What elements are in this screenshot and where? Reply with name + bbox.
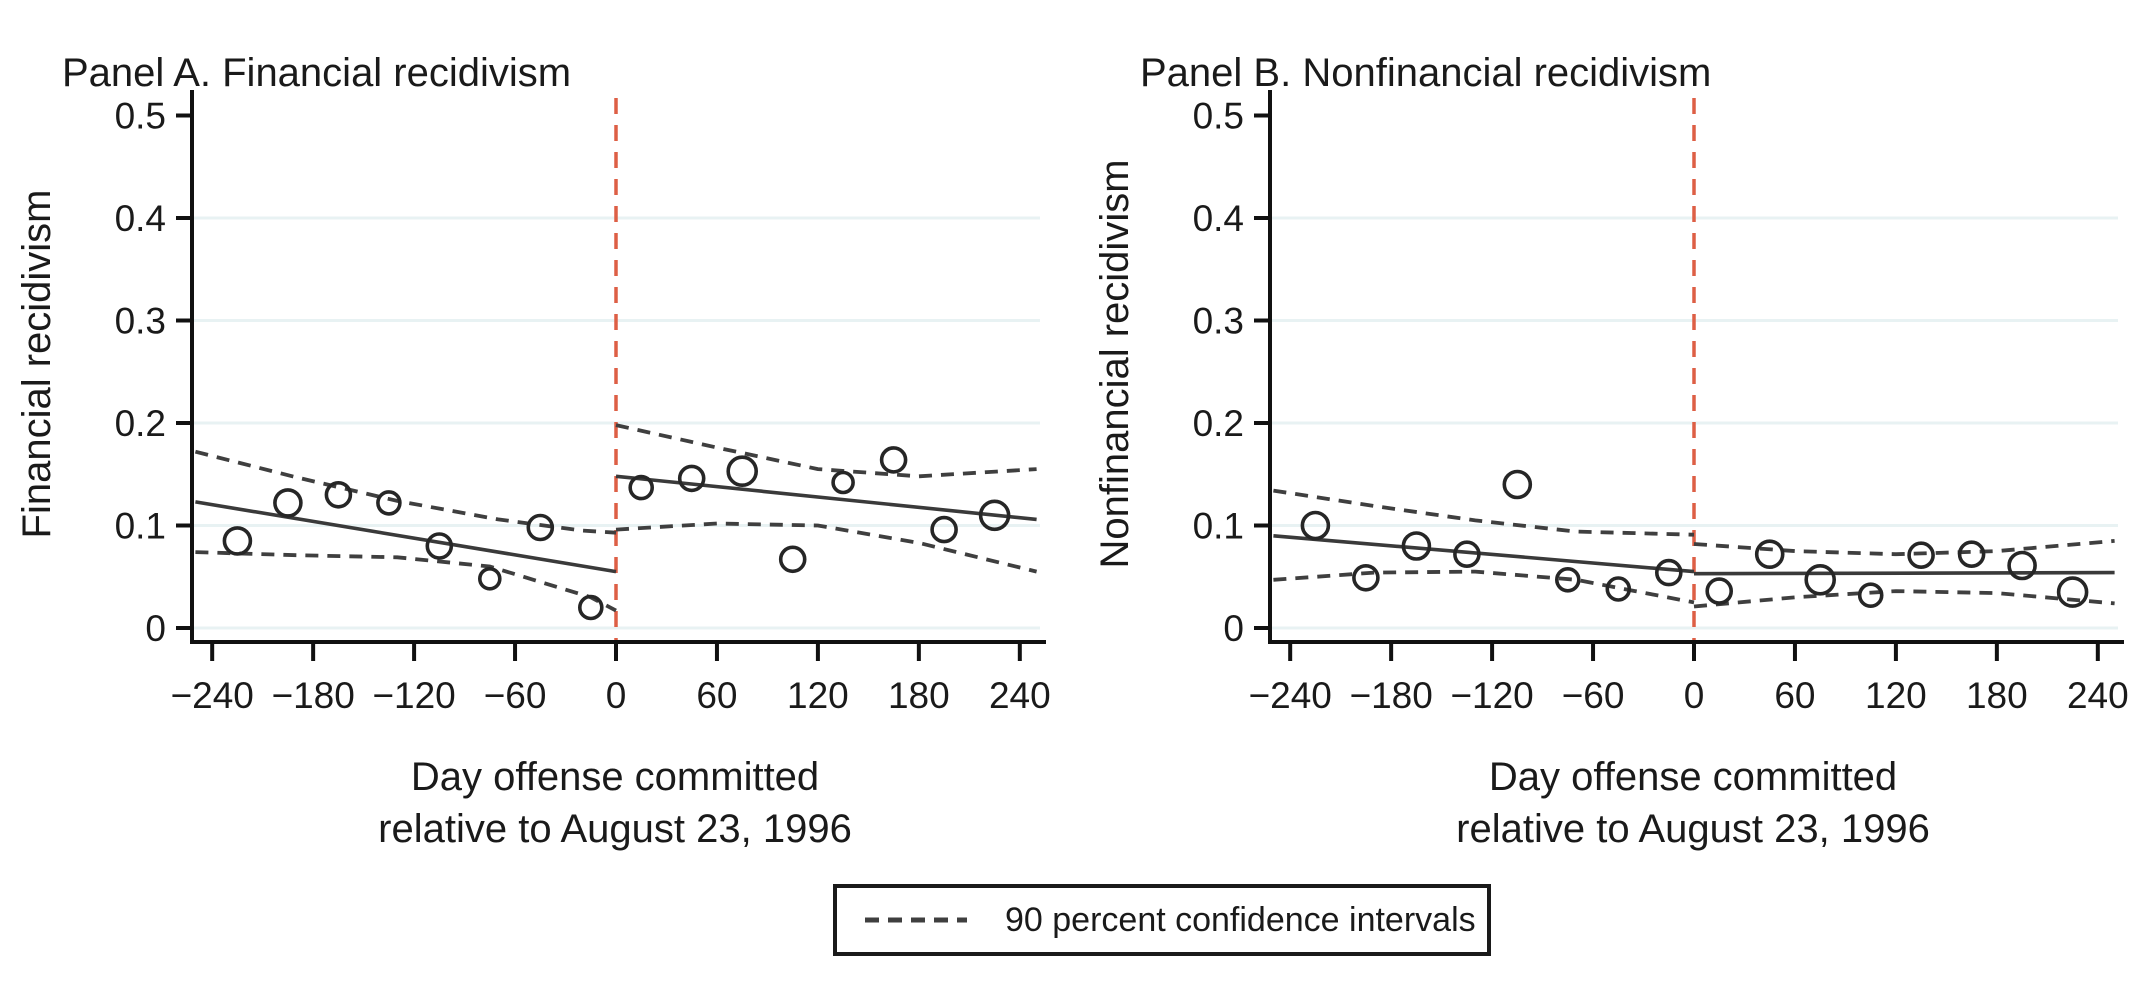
panel-a-x-axis-label-line1: Day offense committed [411, 755, 819, 799]
panel-b-chart: Panel B. Nonfinancial recidivism Nonfina… [1093, 51, 2129, 851]
y-tick-label: 0.1 [1193, 506, 1244, 547]
scatter-point [577, 594, 604, 621]
x-tick-label: −120 [372, 675, 455, 716]
y-tick-label: 0 [145, 608, 166, 649]
scatter-point [2056, 576, 2089, 608]
ci-lower-left-line [1273, 569, 1695, 605]
x-tick-label: 240 [989, 675, 1051, 716]
scatter-point [1605, 576, 1632, 602]
y-tick-label: 0.4 [1193, 198, 1244, 239]
scatter-point [726, 455, 759, 488]
legend-label: 90 percent confidence intervals [1005, 900, 1476, 939]
panel-b-plot-area: 0 0.1 0.2 0.3 0.4 0.5 −240 −180 −120 −60 0 60 120 180… [1193, 90, 2129, 716]
fit-line-left [1273, 534, 1695, 574]
x-tick-label: 180 [1966, 675, 2028, 716]
scatter-point [273, 488, 303, 518]
x-tick-label: −120 [1450, 675, 1533, 716]
scatter-point [1857, 582, 1884, 609]
panel-b-x-axis-label-line2: relative to August 23, 1996 [1456, 807, 1930, 851]
scatter-point [930, 515, 958, 544]
scatter-point [1401, 531, 1432, 561]
x-tick-label: 60 [696, 675, 737, 716]
y-tick-label: 0.3 [115, 301, 166, 342]
y-tick-label: 0.2 [115, 403, 166, 444]
scatter-point [978, 499, 1011, 532]
y-tick-label: 0.3 [1193, 301, 1244, 342]
x-tick-label: 0 [606, 675, 627, 716]
y-tick-label: 0.1 [115, 506, 166, 547]
scatter-point [1554, 566, 1581, 593]
y-tick-label: 0.2 [1193, 403, 1244, 444]
scatter-point [1300, 510, 1331, 541]
x-tick-label: −60 [484, 675, 547, 716]
y-tick-label: 0.4 [115, 198, 166, 239]
panel-a-chart: Panel A. Financial recidivism Financial … [15, 51, 1051, 851]
scatter-point [1453, 540, 1481, 569]
y-tick-label: 0.5 [115, 96, 166, 137]
scatter-point [831, 470, 855, 495]
legend-box: 90 percent confidence intervals [833, 884, 1491, 956]
scatter-point [1502, 469, 1533, 500]
x-tick-label: −180 [271, 675, 354, 716]
ci-lower-right-line [615, 521, 1038, 574]
scatter-point [778, 545, 807, 574]
ci-upper-left-line [1273, 488, 1695, 537]
x-tick-label: −180 [1349, 675, 1432, 716]
panel-a-x-axis-label-line2: relative to August 23, 1996 [378, 807, 852, 851]
ci-lower-right-line [1693, 589, 2115, 609]
panel-a-y-axis-label: Financial recidivism [15, 190, 59, 539]
panel-b-title: Panel B. Nonfinancial recidivism [1140, 51, 1711, 95]
scatter-point [677, 464, 706, 493]
x-tick-label: −60 [1562, 675, 1625, 716]
panel-b-x-axis-label-line1: Day offense committed [1489, 755, 1897, 799]
panel-b-y-axis-label: Nonfinancial recidivism [1093, 159, 1137, 568]
ci-upper-left-line [194, 449, 617, 535]
scatter-point [477, 566, 502, 591]
x-tick-label: 120 [1865, 675, 1927, 716]
x-tick-label: 120 [787, 675, 849, 716]
scatter-point [425, 532, 454, 560]
scatter-point [222, 526, 253, 556]
x-tick-label: −240 [1249, 675, 1332, 716]
ci-upper-right-line [1693, 539, 2115, 557]
scatter-point [879, 446, 908, 474]
y-tick-label: 0.5 [1193, 96, 1244, 137]
dashed-line-icon [865, 917, 967, 923]
scatter-point [1705, 577, 1734, 605]
scatter-point [1654, 558, 1683, 587]
scatter-point [376, 490, 402, 516]
scatter-point [324, 480, 353, 509]
ci-upper-right-line [615, 423, 1037, 479]
scatter-point [1957, 540, 1986, 569]
fit-line-left [195, 500, 617, 574]
x-tick-label: 240 [2067, 675, 2129, 716]
x-tick-label: 60 [1774, 675, 1815, 716]
scatter-point [526, 513, 555, 542]
x-tick-label: 180 [888, 675, 950, 716]
x-tick-label: −240 [171, 675, 254, 716]
scatter-point [1754, 539, 1785, 570]
x-tick-label: 0 [1684, 675, 1705, 716]
scatter-point [2007, 550, 2037, 581]
fit-line-right [615, 474, 1037, 522]
panel-a-plot-area: 0 0.1 0.2 0.3 0.4 0.5 −240 −180 −120 −60 0 60 120 180… [115, 90, 1051, 716]
scatter-point [1907, 541, 1935, 570]
scatter-point [1804, 563, 1837, 596]
panel-a-title: Panel A. Financial recidivism [62, 51, 571, 95]
fit-line-right [1693, 570, 2115, 576]
scatter-point [1352, 563, 1380, 592]
y-tick-label: 0 [1223, 608, 1244, 649]
scatter-point [628, 474, 655, 501]
